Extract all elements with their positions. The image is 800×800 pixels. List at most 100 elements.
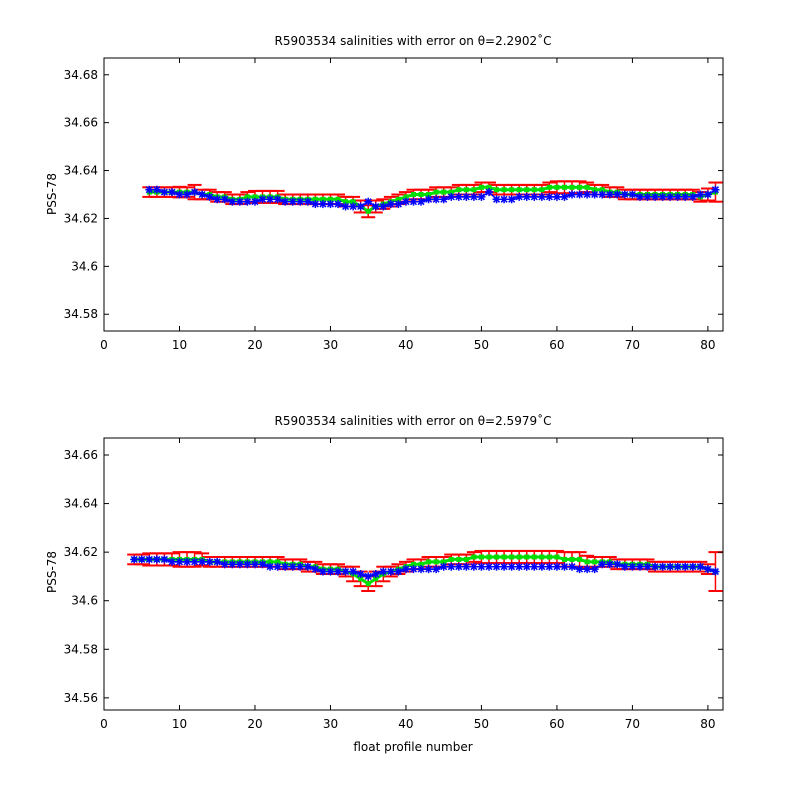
float-salinity-point <box>560 192 569 201</box>
x-tick-label: 0 <box>100 338 108 352</box>
mapped-salinity-point <box>554 184 560 190</box>
float-salinity-point <box>703 190 712 199</box>
float-salinity-point <box>484 188 493 197</box>
mapped-salinity-point <box>516 554 522 560</box>
float-salinity-point <box>130 555 139 564</box>
float-salinity-point <box>620 190 629 199</box>
float-salinity-point <box>620 562 629 571</box>
mapped-salinity-point <box>418 192 424 197</box>
float-salinity-point <box>598 190 607 199</box>
bottom-y-axis-label: PSS-78 <box>45 551 59 593</box>
mapped-salinity-point <box>350 199 356 205</box>
float-salinity-point <box>296 197 305 206</box>
float-salinity-point <box>152 555 161 564</box>
float-salinity-point <box>605 560 614 569</box>
float-salinity-point <box>515 192 524 201</box>
float-salinity-point <box>364 572 373 581</box>
mapped-salinity-point <box>426 559 432 565</box>
float-salinity-point <box>356 202 365 211</box>
float-salinity-point <box>447 562 456 571</box>
float-salinity-point <box>145 555 154 564</box>
float-salinity-point <box>213 557 222 566</box>
float-salinity-point <box>183 557 192 566</box>
mapped-salinity-point <box>365 208 371 214</box>
float-salinity-point <box>537 562 546 571</box>
float-salinity-point <box>303 197 312 206</box>
float-salinity-point <box>635 562 644 571</box>
mapped-salinity-point <box>539 187 545 193</box>
float-salinity-point <box>500 562 509 571</box>
mapped-salinity-point <box>561 184 567 190</box>
float-salinity-point <box>628 190 637 199</box>
y-tick-label: 34.6 <box>71 594 98 608</box>
float-salinity-point <box>492 195 501 204</box>
mapped-salinity-point <box>418 561 424 567</box>
float-salinity-point <box>228 560 237 569</box>
mapped-salinity-point <box>433 559 439 565</box>
float-salinity-point <box>681 192 690 201</box>
mapped-salinity-point <box>494 554 500 560</box>
float-salinity-point <box>681 562 690 571</box>
float-salinity-point <box>137 555 146 564</box>
float-salinity-point <box>673 192 682 201</box>
float-salinity-point <box>205 557 214 566</box>
mapped-salinity-point <box>441 189 447 195</box>
y-tick-label: 34.68 <box>64 68 98 82</box>
mapped-salinity-point <box>448 556 454 562</box>
mapped-salinity-point <box>395 196 401 202</box>
float-salinity-point <box>318 567 327 576</box>
mapped-salinity-point <box>501 554 507 560</box>
mapped-salinity-point <box>426 192 432 197</box>
float-salinity-point <box>401 197 410 206</box>
float-salinity-point <box>711 185 720 194</box>
mapped-salinity-point <box>463 187 469 193</box>
float-salinity-point <box>537 192 546 201</box>
float-salinity-point <box>462 192 471 201</box>
float-salinity-point <box>590 565 599 574</box>
float-salinity-point <box>462 562 471 571</box>
mapped-salinity-point <box>403 194 409 200</box>
float-salinity-point <box>281 562 290 571</box>
mapped-salinity-point <box>531 187 537 193</box>
mapped-salinity-point <box>448 189 454 195</box>
float-salinity-point <box>243 197 252 206</box>
float-salinity-point <box>175 190 184 199</box>
float-salinity-point <box>183 190 192 199</box>
mapped-salinity-point <box>561 556 567 562</box>
float-salinity-point <box>220 560 229 569</box>
float-salinity-point <box>613 560 622 569</box>
mapped-salinity-point <box>486 554 492 560</box>
y-tick-label: 34.64 <box>64 164 98 178</box>
float-salinity-point <box>235 197 244 206</box>
float-salinity-point <box>500 195 509 204</box>
mapped-salinity-point <box>554 554 560 560</box>
mapped-salinity-point <box>509 187 515 193</box>
float-salinity-point <box>522 192 531 201</box>
float-salinity-point <box>258 560 267 569</box>
float-salinity-point <box>228 197 237 206</box>
float-salinity-point <box>484 562 493 571</box>
float-salinity-point <box>688 562 697 571</box>
top-chart-title: R5903534 salinities with error on θ=2.29… <box>275 33 552 48</box>
top-salinity-panel: R5903534 salinities with error on θ=2.29… <box>45 33 724 352</box>
bottom-chart-title: R5903534 salinities with error on θ=2.59… <box>275 413 552 428</box>
float-salinity-point <box>190 557 199 566</box>
mapped-salinity-point <box>456 556 462 562</box>
float-salinity-point <box>296 562 305 571</box>
x-tick-label: 20 <box>247 717 262 731</box>
mapped-salinity-point <box>327 196 333 202</box>
float-salinity-point <box>167 557 176 566</box>
float-salinity-point <box>545 562 554 571</box>
float-salinity-point <box>341 202 350 211</box>
mapped-salinity-point <box>244 194 250 200</box>
bottom-plot-frame <box>103 437 724 711</box>
x-tick-label: 80 <box>700 717 715 731</box>
y-tick-label: 34.58 <box>64 307 98 321</box>
x-tick-label: 80 <box>700 338 715 352</box>
x-tick-label: 0 <box>100 717 108 731</box>
float-salinity-point <box>371 202 380 211</box>
float-salinity-point <box>401 565 410 574</box>
mapped-salinity-point <box>599 187 605 193</box>
